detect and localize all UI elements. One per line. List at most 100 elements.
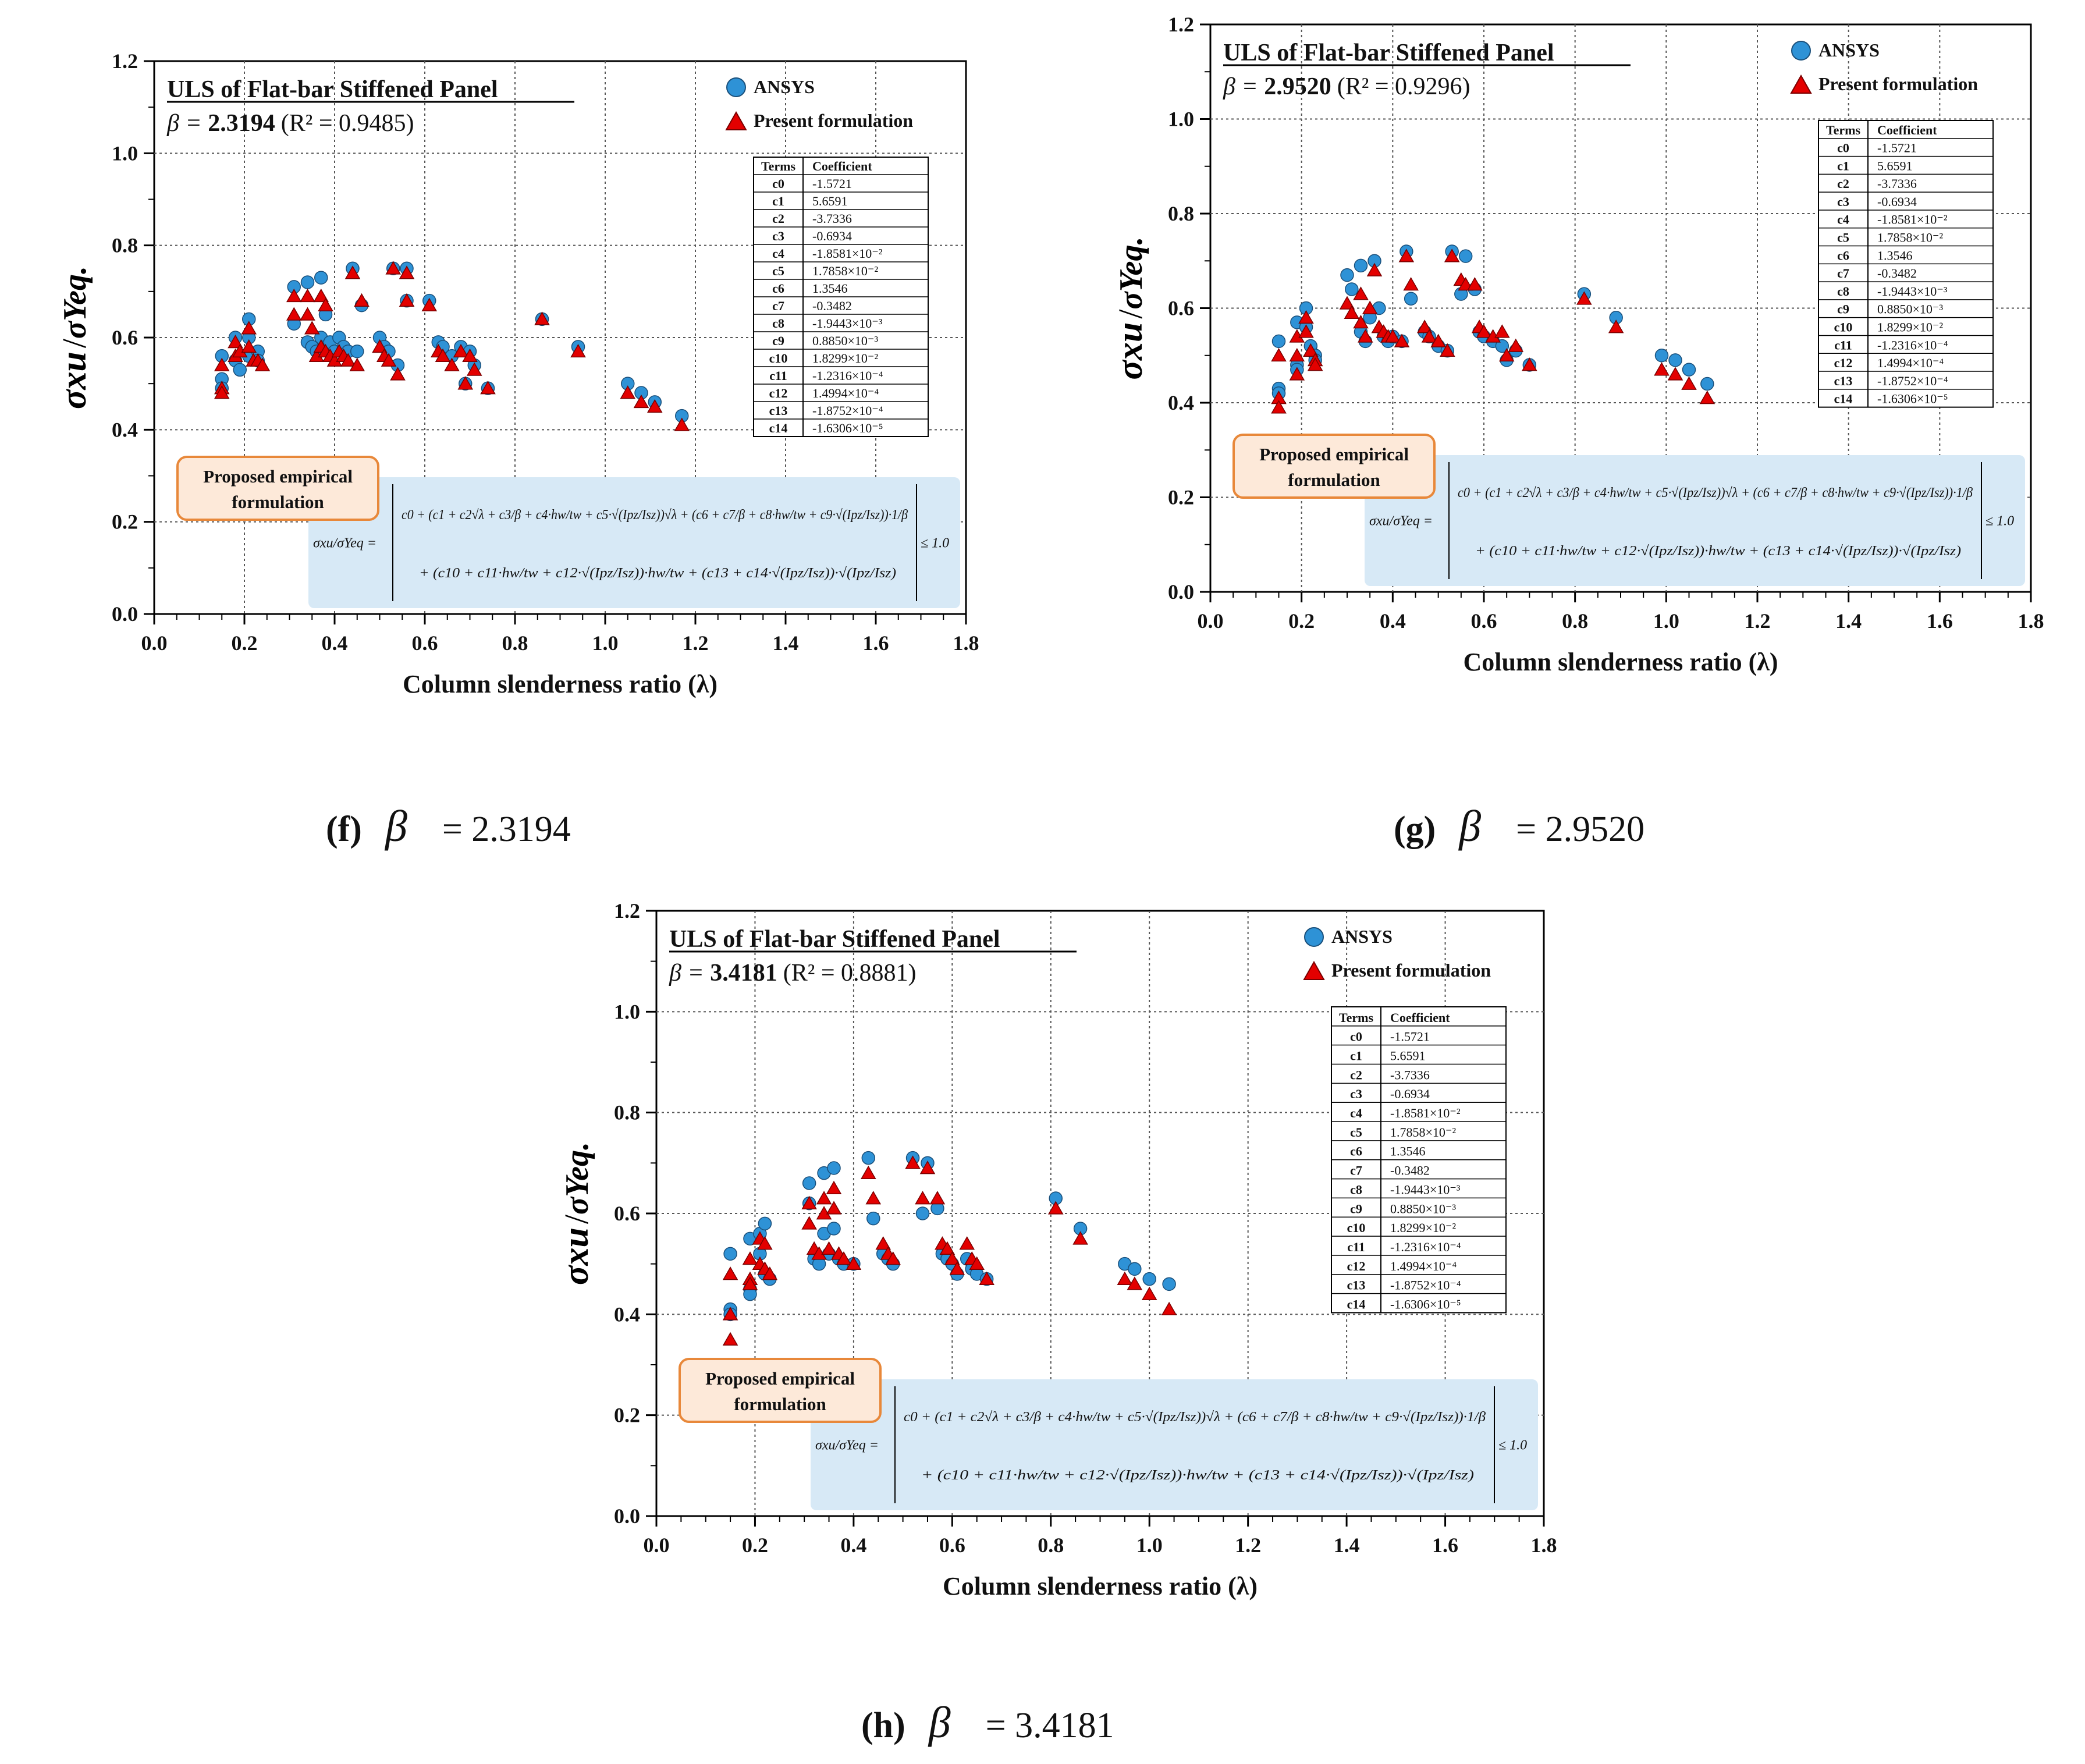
x-tick-label: 0.2 — [232, 631, 258, 655]
present-point — [1298, 324, 1314, 338]
caption-beta: β — [928, 1698, 951, 1747]
table-coefficient: -1.6306×10⁻⁵ — [812, 421, 883, 435]
present-point — [286, 288, 302, 303]
present-point — [421, 297, 438, 311]
table-coefficient: 5.6591 — [1390, 1049, 1426, 1063]
legend-present-label: Present formulation — [1331, 960, 1491, 981]
present-point — [1394, 333, 1410, 347]
present-point — [1303, 343, 1319, 357]
table-term: c9 — [772, 333, 784, 348]
present-point — [1681, 376, 1697, 390]
ansys-point — [1354, 258, 1368, 273]
table-coefficient: 1.4994×10⁻⁴ — [812, 386, 879, 400]
ansys-point — [1682, 363, 1696, 377]
present-point — [462, 348, 478, 363]
y-tick-label: 1.0 — [614, 1000, 640, 1023]
present-point — [1047, 1201, 1064, 1215]
table-term: c0 — [1837, 141, 1849, 155]
present-point — [457, 376, 474, 390]
table-term: c3 — [1837, 194, 1849, 209]
beta-prefix: β = — [1223, 73, 1264, 100]
caption-f: (f) β = 2.3194 — [326, 802, 571, 851]
formula-box: σxu/σYeq = c0 + (c1 + c2√λ + c3/β + c4·hw… — [811, 1379, 1538, 1510]
x-tick-label: 0.4 — [840, 1534, 866, 1557]
ansys-point — [1162, 1277, 1176, 1291]
table-term: c12 — [769, 386, 788, 400]
x-tick-label: 1.6 — [1432, 1534, 1458, 1557]
present-point — [915, 1191, 930, 1205]
table-coefficient: 1.4994×10⁻⁴ — [1877, 356, 1944, 370]
legend-ansys-marker — [726, 77, 746, 97]
y-tick-label: 0.6 — [1168, 297, 1194, 320]
ansys-point — [1668, 353, 1682, 367]
x-tick-label: 1.8 — [2018, 609, 2044, 633]
y-axis-denominator: σYeq. — [57, 266, 93, 339]
table-coefficient: -0.6934 — [812, 229, 852, 243]
x-tick-label: 1.0 — [592, 631, 619, 655]
table-term: c13 — [1834, 374, 1853, 388]
present-point — [300, 307, 315, 321]
y-axis-slash: / — [55, 338, 93, 348]
y-tick-label: 0.4 — [112, 418, 138, 441]
present-point — [944, 1251, 960, 1265]
present-point — [1271, 400, 1287, 414]
proposed-label-line-2: formulation — [1288, 470, 1380, 490]
table-coefficient: -1.5721 — [1390, 1030, 1430, 1044]
formula-rhs: ≤ 1.0 — [1498, 1438, 1527, 1453]
formula-box: σxu/σYeq = c0 + (c1 + c2√λ + c3/β + c4·hw… — [1365, 455, 2025, 586]
table-coefficient: 1.7858×10⁻² — [812, 264, 879, 278]
present-point — [885, 1251, 901, 1265]
table-term: c12 — [1347, 1259, 1366, 1273]
present-point — [1353, 314, 1369, 329]
legend-present-label: Present formulation — [754, 110, 913, 131]
present-point — [318, 297, 333, 311]
x-tick-label: 1.2 — [683, 631, 709, 655]
beta-value: 3.4181 — [710, 960, 777, 986]
caption-value: = 3.4181 — [986, 1706, 1114, 1745]
beta-r2-line: β = 3.4181 (R² = 0.8881) — [669, 960, 917, 986]
table-coefficient: 0.8850×10⁻³ — [812, 333, 879, 348]
data-points — [214, 261, 690, 431]
formula-lhs: σxu/σYeq = — [815, 1438, 879, 1453]
y-axis-denominator: σYeq. — [559, 1142, 595, 1215]
present-point — [399, 265, 415, 279]
y-axis-title: σxu /σYeq. — [556, 1142, 596, 1285]
table-coefficient: 1.3546 — [812, 281, 848, 296]
table-coefficient: -1.8752×10⁻⁴ — [812, 403, 883, 418]
caption-letter: (g) — [1394, 810, 1436, 849]
table-term: c11 — [1347, 1240, 1365, 1254]
coefficient-table: Terms Coefficient c0 -1.5721 c1 5.6591 c2 -3.73… — [1818, 120, 1994, 408]
present-point — [304, 321, 320, 335]
table-coefficient: -0.3482 — [1877, 266, 1917, 281]
y-axis-title: σxu /σYeq. — [1110, 236, 1150, 379]
present-point — [381, 353, 397, 367]
formula-background — [308, 477, 960, 608]
y-tick-label: 0.8 — [614, 1101, 640, 1124]
x-tick-label: 1.8 — [953, 631, 979, 655]
proposed-label-line-1: Proposed empirical — [203, 466, 353, 487]
y-tick-label: 1.2 — [614, 899, 640, 922]
y-tick-label: 1.0 — [1168, 108, 1194, 131]
present-point — [385, 261, 402, 275]
present-point — [286, 307, 302, 321]
table-coefficient: -1.8752×10⁻⁴ — [1390, 1278, 1461, 1293]
formula-rhs: ≤ 1.0 — [1985, 514, 2014, 529]
present-point — [453, 343, 469, 358]
legend-present-marker — [725, 111, 747, 130]
legend-ansys-label: ANSYS — [754, 76, 815, 97]
legend-present-marker — [1790, 74, 1812, 94]
present-point — [399, 293, 415, 307]
table-header-terms: Terms — [761, 159, 796, 173]
present-point — [480, 381, 496, 395]
legend-ansys-label: ANSYS — [1331, 926, 1393, 947]
present-point — [214, 357, 230, 371]
legend-present-label: Present formulation — [1818, 73, 1978, 94]
x-tick-label: 0.4 — [1380, 609, 1406, 633]
table-coefficient: 0.8850×10⁻³ — [1390, 1201, 1457, 1216]
y-axis-denominator: σYeq. — [1113, 236, 1149, 309]
present-point — [959, 1236, 975, 1250]
table-coefficient: -1.8581×10⁻² — [812, 246, 883, 261]
caption-beta: β — [384, 802, 407, 851]
chart-panel-f: 0.0 0.2 0.4 0.6 0.8 1.0 1.2 1.4 1.6 1.8 0.0 0.2 0.4 0… — [54, 49, 979, 698]
table-term: c1 — [1350, 1049, 1362, 1063]
